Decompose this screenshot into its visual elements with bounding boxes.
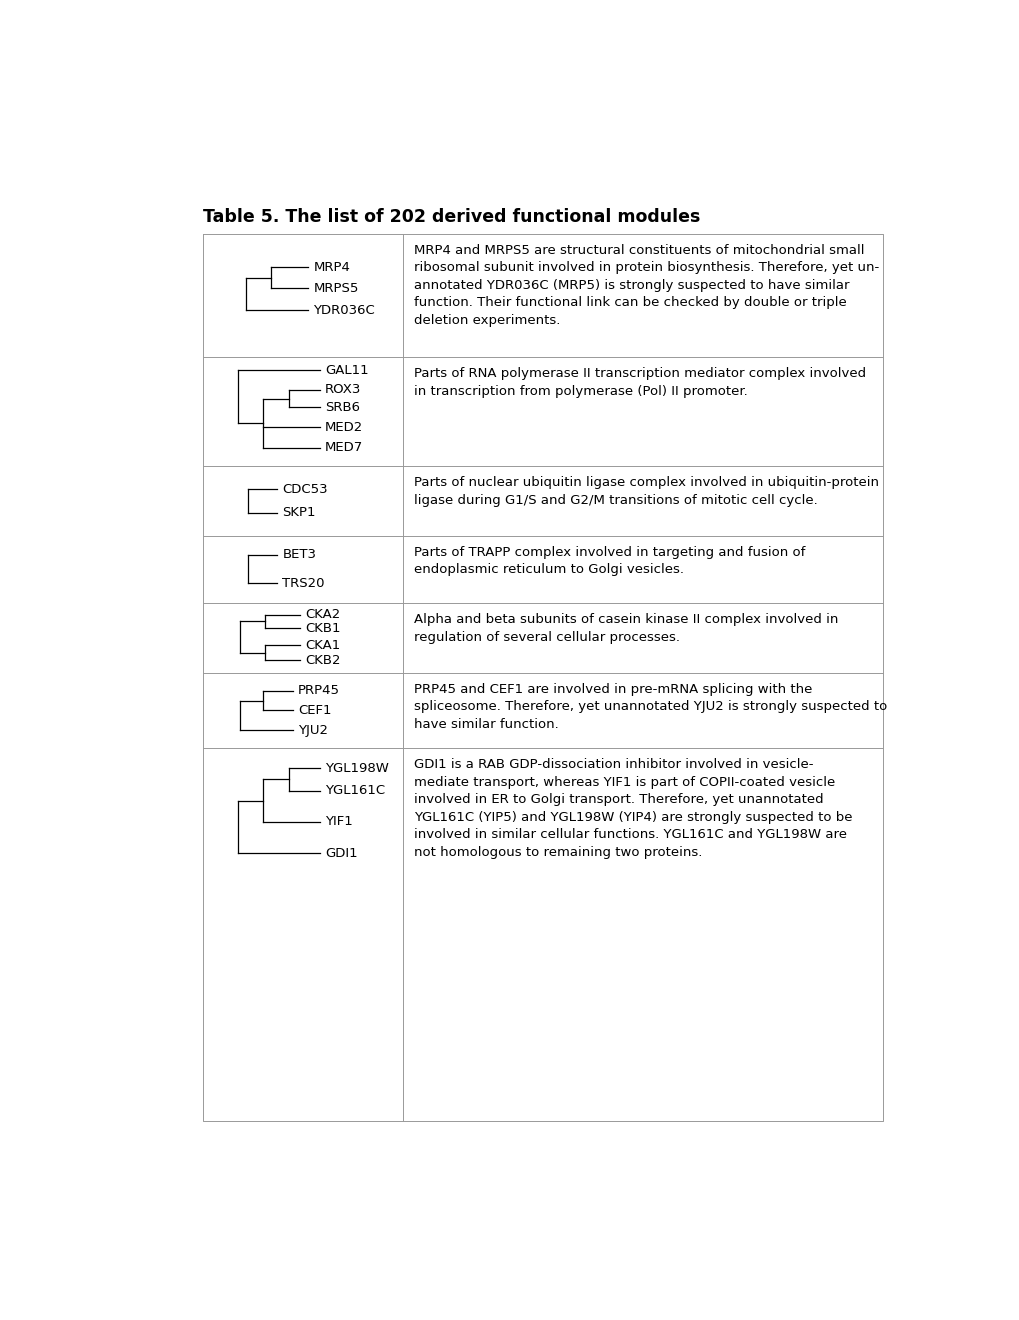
Text: Alpha and beta subunits of casein kinase II complex involved in
regulation of se: Alpha and beta subunits of casein kinase… <box>414 614 838 644</box>
Text: MED7: MED7 <box>325 441 363 454</box>
Text: CKB2: CKB2 <box>306 653 341 667</box>
Text: Parts of nuclear ubiquitin ligase complex involved in ubiquitin-protein
ligase d: Parts of nuclear ubiquitin ligase comple… <box>414 477 878 507</box>
Text: GDI1 is a RAB GDP-dissociation inhibitor involved in vesicle-
mediate transport,: GDI1 is a RAB GDP-dissociation inhibitor… <box>414 758 852 859</box>
Text: PRP45: PRP45 <box>298 684 339 697</box>
Text: MED2: MED2 <box>325 421 363 433</box>
Text: SRB6: SRB6 <box>325 401 360 414</box>
Text: YJU2: YJU2 <box>298 723 328 737</box>
Text: CDC53: CDC53 <box>282 483 328 496</box>
Text: ROX3: ROX3 <box>325 383 361 396</box>
Text: YGL161C: YGL161C <box>325 784 385 797</box>
Text: GAL11: GAL11 <box>325 364 369 376</box>
Text: Parts of RNA polymerase II transcription mediator complex involved
in transcript: Parts of RNA polymerase II transcription… <box>414 367 865 397</box>
Text: MRPS5: MRPS5 <box>313 281 359 294</box>
Text: PRP45 and CEF1 are involved in pre-mRNA splicing with the
spliceosome. Therefore: PRP45 and CEF1 are involved in pre-mRNA … <box>414 682 887 731</box>
Text: BET3: BET3 <box>282 548 316 561</box>
Text: SKP1: SKP1 <box>282 507 316 519</box>
Text: GDI1: GDI1 <box>325 846 358 859</box>
Text: CEF1: CEF1 <box>298 704 331 717</box>
Text: YDR036C: YDR036C <box>313 304 375 317</box>
Text: CKA2: CKA2 <box>306 609 340 620</box>
Text: YIF1: YIF1 <box>325 816 353 829</box>
Text: CKB1: CKB1 <box>306 622 341 635</box>
Text: MRP4 and MRPS5 are structural constituents of mitochondrial small
ribosomal subu: MRP4 and MRPS5 are structural constituen… <box>414 244 878 327</box>
Text: TRS20: TRS20 <box>282 577 325 590</box>
Text: MRP4: MRP4 <box>313 260 351 273</box>
Text: YGL198W: YGL198W <box>325 762 388 775</box>
Text: CKA1: CKA1 <box>306 639 340 652</box>
Text: Parts of TRAPP complex involved in targeting and fusion of
endoplasmic reticulum: Parts of TRAPP complex involved in targe… <box>414 545 805 577</box>
Text: Table 5. The list of 202 derived functional modules: Table 5. The list of 202 derived functio… <box>203 209 700 227</box>
